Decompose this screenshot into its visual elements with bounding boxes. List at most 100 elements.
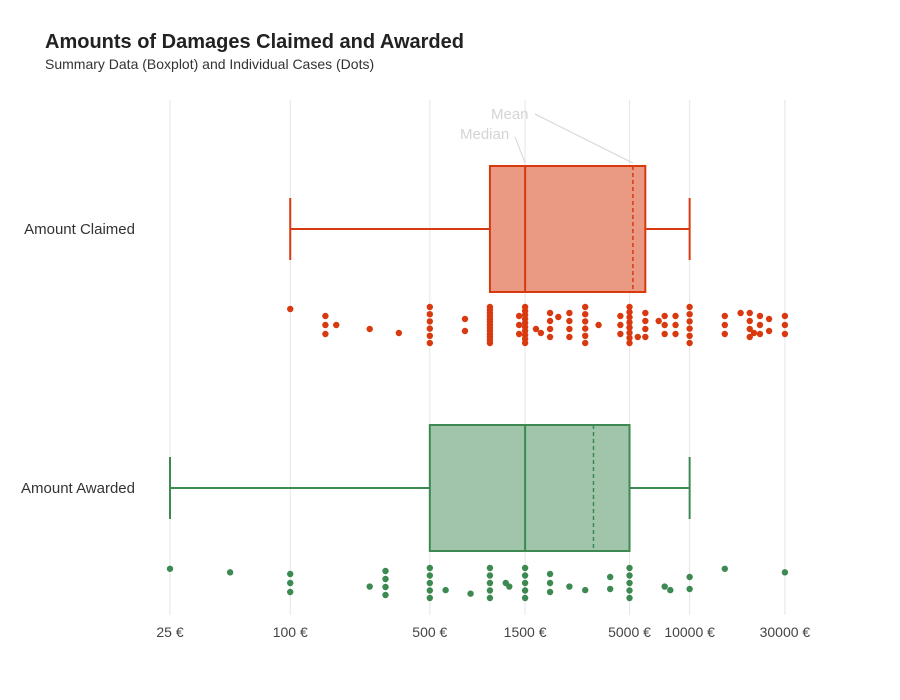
data-point bbox=[566, 309, 573, 317]
data-point bbox=[426, 303, 434, 311]
data-point bbox=[582, 586, 589, 594]
data-point bbox=[486, 564, 494, 572]
data-point bbox=[521, 594, 529, 602]
data-point bbox=[546, 579, 554, 587]
data-point bbox=[672, 312, 679, 320]
data-point bbox=[366, 583, 373, 590]
chart-title: Amounts of Damages Claimed and Awarded bbox=[45, 31, 464, 53]
data-point bbox=[746, 317, 753, 325]
data-point bbox=[521, 579, 529, 587]
data-point bbox=[661, 330, 668, 338]
data-point bbox=[582, 339, 589, 347]
data-point bbox=[686, 585, 693, 593]
data-point bbox=[521, 572, 529, 579]
data-point bbox=[661, 321, 668, 329]
iqr-box bbox=[488, 165, 647, 293]
data-point bbox=[426, 564, 434, 572]
data-point bbox=[626, 303, 633, 311]
data-point bbox=[661, 312, 668, 320]
data-point bbox=[426, 311, 434, 318]
category-label: Amount Awarded bbox=[21, 480, 135, 497]
data-point bbox=[655, 317, 662, 325]
data-point bbox=[486, 339, 494, 347]
data-point bbox=[746, 325, 753, 333]
data-point bbox=[566, 317, 573, 325]
data-point bbox=[426, 325, 434, 332]
data-point bbox=[756, 312, 764, 320]
data-point bbox=[721, 565, 728, 572]
data-point bbox=[746, 333, 753, 341]
data-point bbox=[634, 333, 641, 341]
data-point bbox=[686, 303, 693, 311]
data-point bbox=[721, 312, 728, 320]
data-point bbox=[382, 583, 389, 591]
data-point bbox=[617, 330, 624, 338]
data-point bbox=[461, 315, 469, 323]
data-point bbox=[626, 339, 633, 347]
data-point bbox=[642, 309, 649, 317]
x-tick-label: 25 € bbox=[156, 624, 183, 640]
data-point bbox=[426, 339, 434, 347]
data-point bbox=[765, 315, 773, 323]
data-point bbox=[667, 586, 674, 594]
data-point bbox=[566, 333, 573, 341]
chart-subtitle: Summary Data (Boxplot) and Individual Ca… bbox=[45, 56, 375, 72]
data-point bbox=[566, 325, 573, 333]
data-point bbox=[737, 309, 744, 317]
data-point bbox=[642, 317, 649, 325]
data-point bbox=[606, 573, 614, 581]
data-point bbox=[426, 572, 434, 579]
data-point bbox=[537, 329, 545, 337]
data-point bbox=[672, 330, 679, 338]
data-point bbox=[721, 321, 728, 329]
data-point bbox=[521, 339, 529, 347]
data-point bbox=[626, 329, 633, 336]
data-point bbox=[333, 321, 340, 329]
data-point bbox=[287, 570, 294, 578]
data-point bbox=[546, 317, 554, 325]
data-point bbox=[521, 587, 529, 594]
data-point bbox=[366, 325, 373, 333]
data-point bbox=[756, 321, 764, 329]
data-point bbox=[626, 308, 633, 316]
data-point bbox=[626, 319, 633, 326]
data-point bbox=[582, 332, 589, 339]
data-point bbox=[582, 318, 589, 325]
data-point bbox=[461, 327, 469, 335]
data-point bbox=[626, 587, 633, 594]
data-point bbox=[686, 325, 693, 332]
x-tick-label: 500 € bbox=[412, 624, 447, 640]
data-point bbox=[515, 330, 523, 338]
data-point bbox=[617, 312, 624, 320]
data-point bbox=[626, 334, 633, 342]
data-point bbox=[756, 330, 764, 338]
x-tick-label: 5000 € bbox=[608, 624, 651, 640]
data-point bbox=[287, 305, 294, 313]
data-point bbox=[546, 570, 554, 578]
data-point bbox=[322, 312, 329, 320]
category-label: Amount Claimed bbox=[24, 221, 135, 238]
data-point bbox=[721, 330, 728, 338]
data-point bbox=[661, 583, 668, 590]
data-point bbox=[642, 325, 649, 333]
data-point bbox=[382, 591, 389, 599]
data-point bbox=[546, 588, 554, 596]
data-point bbox=[486, 579, 494, 587]
data-point bbox=[626, 579, 633, 587]
data-point bbox=[595, 321, 602, 329]
data-point bbox=[582, 303, 589, 311]
data-point bbox=[486, 594, 494, 602]
x-tick-label: 30000 € bbox=[760, 624, 811, 640]
data-point bbox=[781, 330, 789, 338]
data-point bbox=[426, 332, 434, 339]
data-point bbox=[442, 586, 449, 594]
data-point bbox=[686, 573, 693, 581]
data-point bbox=[686, 318, 693, 325]
data-point bbox=[626, 324, 633, 331]
data-point bbox=[426, 579, 434, 587]
data-point bbox=[382, 575, 389, 583]
data-point bbox=[166, 565, 174, 572]
data-point bbox=[781, 321, 789, 329]
data-point bbox=[382, 567, 389, 575]
